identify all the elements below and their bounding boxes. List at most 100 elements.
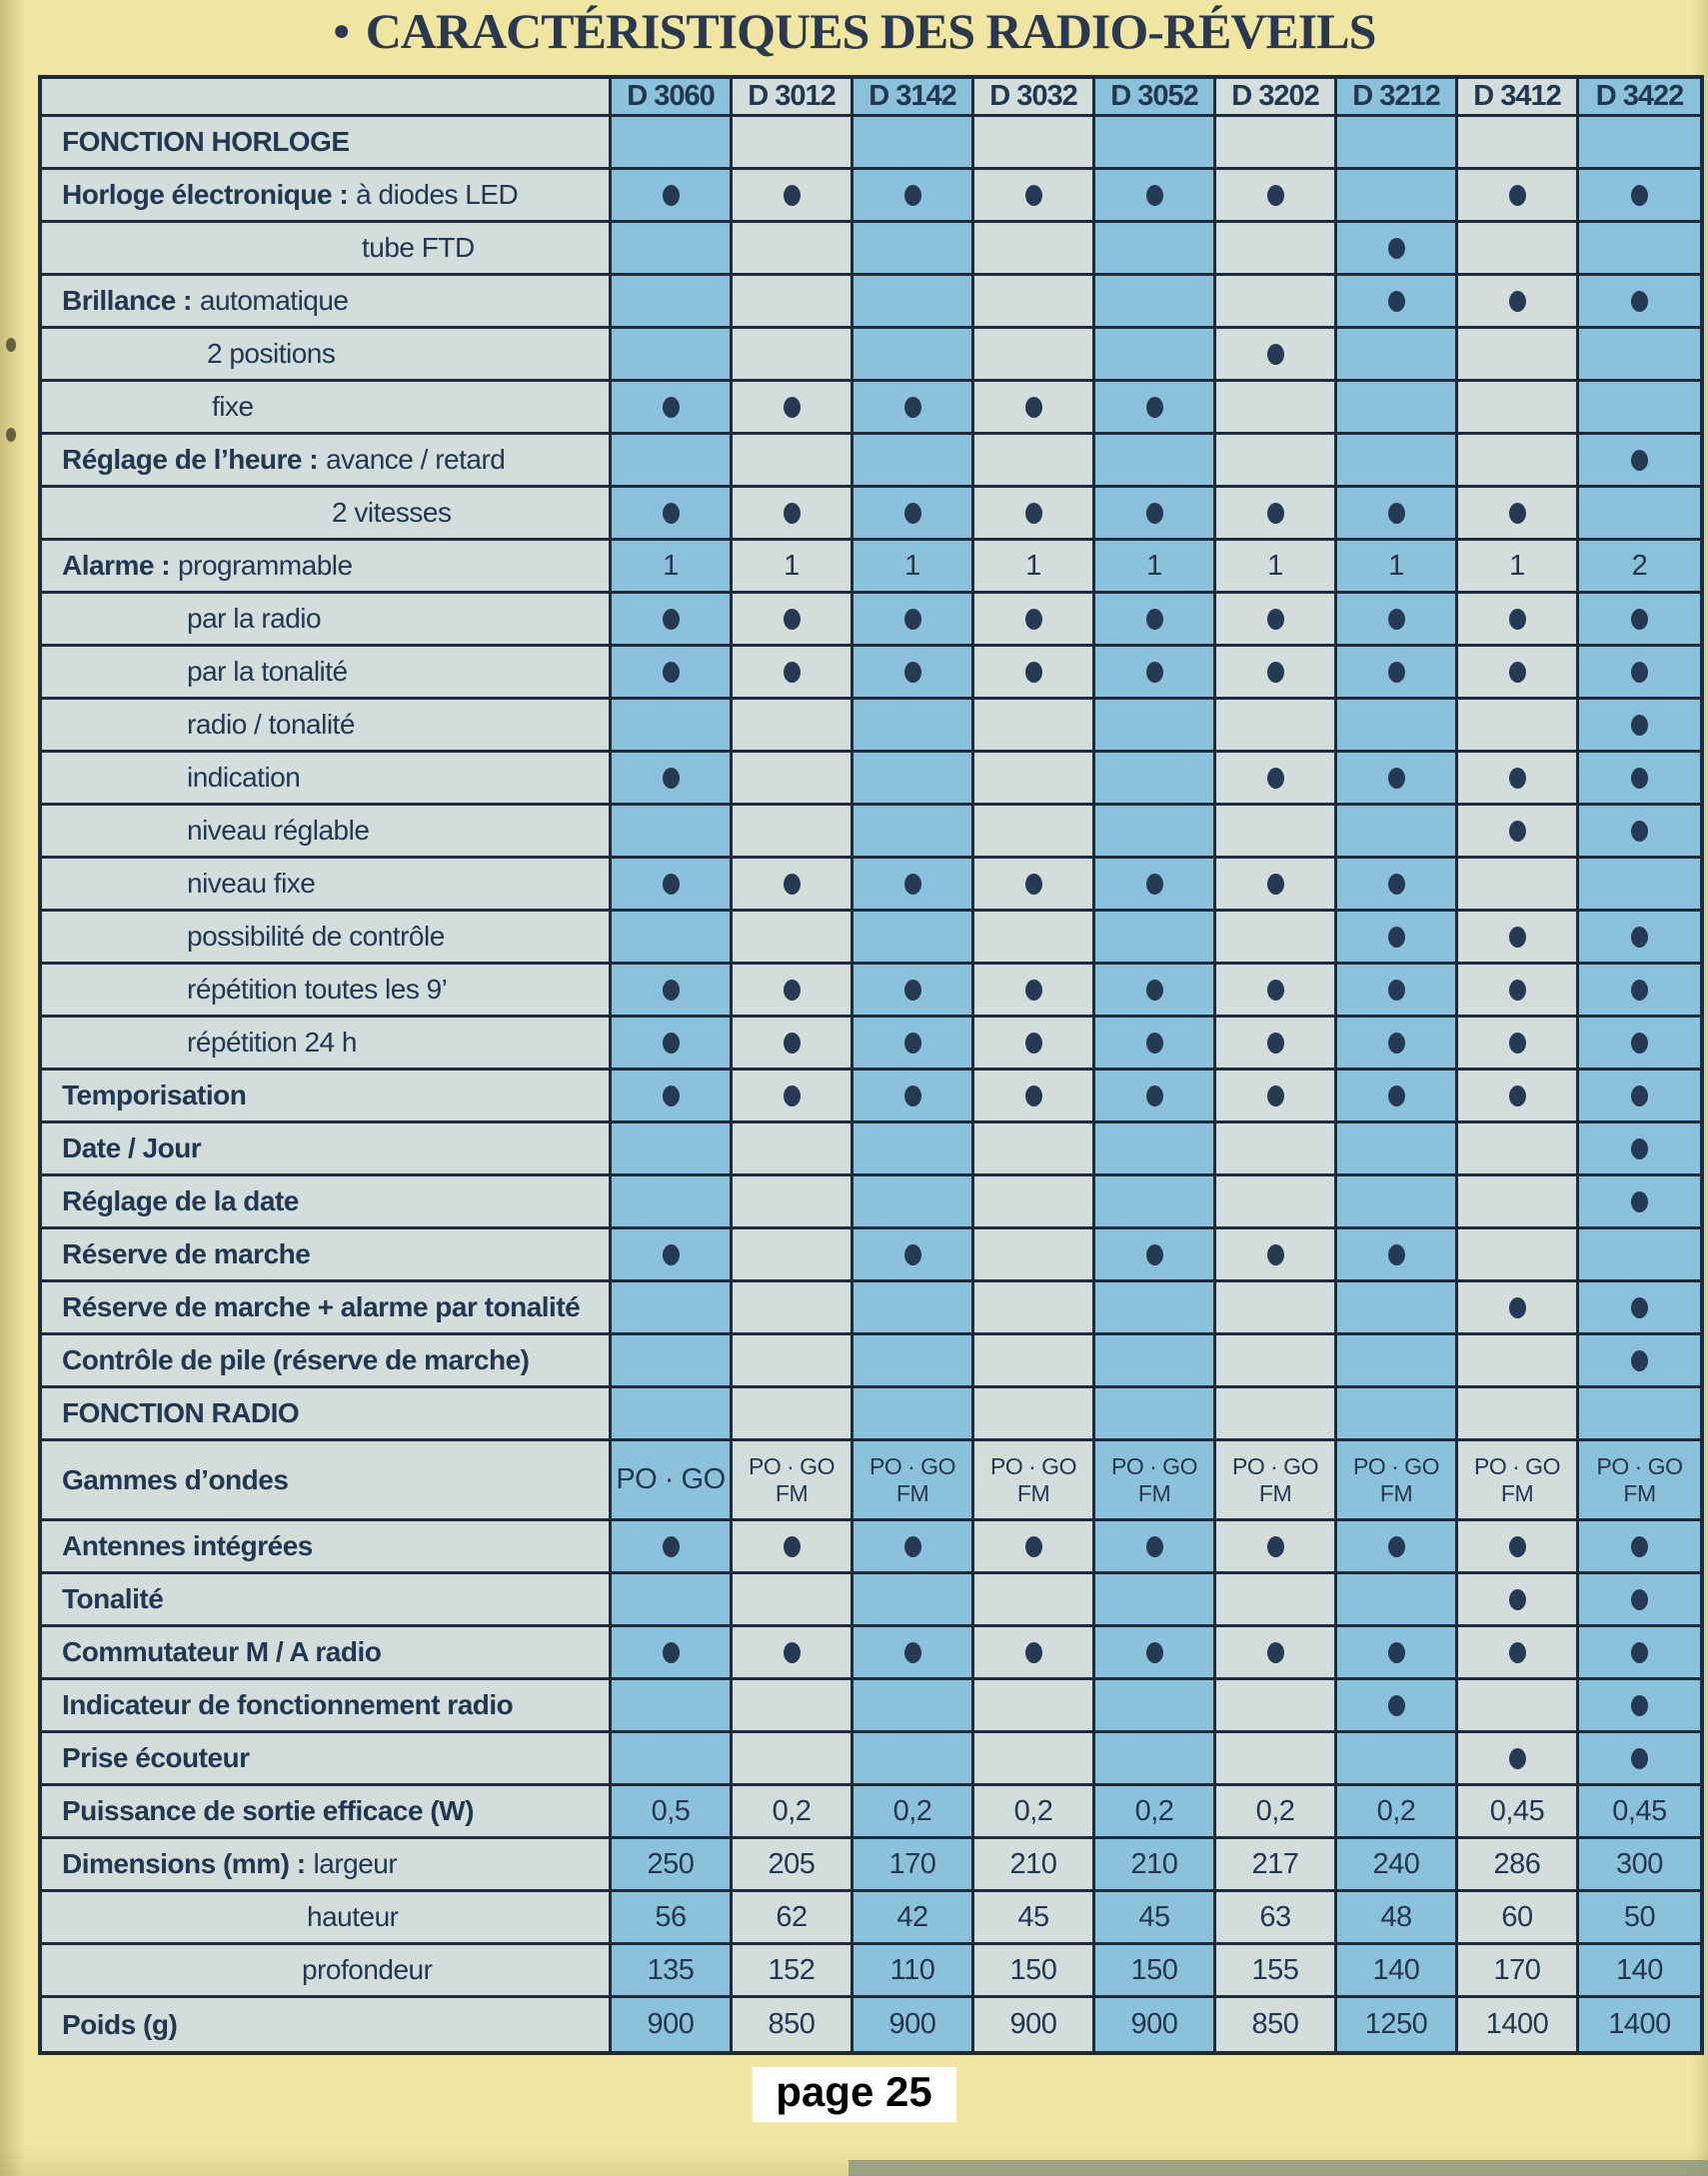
- feature-dot-icon: [1631, 1588, 1648, 1610]
- feature-dot-icon: [783, 1085, 801, 1106]
- spec-cell: [1458, 1521, 1579, 1574]
- spec-cell: [1095, 435, 1216, 488]
- spec-cell: [1095, 1282, 1216, 1335]
- spec-cell: [1579, 488, 1700, 541]
- feature-dot-icon: [1631, 1641, 1648, 1663]
- row-label: Réserve de marche: [42, 1229, 612, 1282]
- feature-dot-icon: [1145, 1032, 1163, 1054]
- feature-dot-icon: [1508, 1032, 1526, 1054]
- spec-cell: PO · GO FM: [854, 1441, 974, 1521]
- spec-cell: [1337, 1521, 1458, 1574]
- spec-cell-text: 0,2: [1255, 1794, 1295, 1827]
- spec-cell: 1400: [1579, 1998, 1700, 2051]
- spec-cell: 1: [733, 541, 854, 594]
- spec-cell-text: 42: [896, 1900, 928, 1933]
- row-label-bold: Temporisation: [62, 1080, 247, 1110]
- spec-cell: [854, 1018, 974, 1071]
- spec-cell: 1: [974, 541, 1095, 594]
- row-label: profondeur: [42, 1945, 612, 1998]
- feature-dot-icon: [1266, 502, 1284, 524]
- spec-cell-text: 850: [768, 2008, 816, 2040]
- spec-cell: [1216, 912, 1337, 965]
- spec-cell: [1337, 1733, 1458, 1786]
- spec-cell-text: 900: [647, 2008, 695, 2040]
- spec-cell: [612, 1733, 733, 1786]
- spec-cell: [733, 1574, 854, 1627]
- row-label-bold: Gammes d’ondes: [62, 1463, 289, 1495]
- spec-cell: [1216, 647, 1337, 700]
- feature-dot-icon: [783, 608, 801, 630]
- spec-cell: [854, 912, 974, 965]
- spec-cell-text: 1: [1388, 549, 1404, 582]
- spec-cell: PO · GO FM: [1579, 1441, 1700, 1521]
- row-label-text: tube FTD: [362, 232, 475, 263]
- row-label: Horloge électronique :à diodes LED: [42, 170, 612, 223]
- spec-cell: [612, 594, 733, 647]
- feature-dot-icon: [1631, 290, 1648, 312]
- spec-cell: [854, 1123, 974, 1176]
- row-label-text: avance / retard: [326, 444, 506, 475]
- spec-cell-text: PO · GO: [869, 1452, 955, 1479]
- feature-dot-icon: [783, 396, 801, 418]
- spec-cell: [1337, 912, 1458, 965]
- spec-cell: [1095, 1018, 1216, 1071]
- spec-cell: [974, 329, 1095, 382]
- feature-dot-icon: [1508, 1641, 1526, 1663]
- row-label-text: automatique: [199, 285, 349, 316]
- spec-cell: PO · GO FM: [1216, 1441, 1337, 1521]
- feature-dot-icon: [903, 502, 921, 524]
- row-label-text: niveau fixe: [187, 868, 316, 899]
- spec-cell: [1458, 1574, 1579, 1627]
- spec-cell-text: 900: [1130, 2008, 1178, 2040]
- spec-cell-text: FM: [1623, 1479, 1656, 1506]
- spec-cell: [1458, 806, 1579, 859]
- spec-cell: [974, 1574, 1095, 1627]
- section-row-label: FONCTION HORLOGE: [42, 117, 612, 170]
- feature-dot-icon: [662, 767, 680, 789]
- feature-dot-icon: [903, 1535, 921, 1557]
- row-label: Réglage de la date: [42, 1176, 612, 1229]
- spec-cell: [1216, 1282, 1337, 1335]
- feature-dot-icon: [1387, 290, 1405, 312]
- row-label: fixe: [42, 382, 612, 435]
- spec-cell-text: 0,45: [1612, 1794, 1667, 1827]
- feature-dot-icon: [1387, 1243, 1405, 1265]
- spec-cell: [612, 382, 733, 435]
- spec-cell: [1458, 1680, 1579, 1733]
- spec-cell: [854, 1521, 974, 1574]
- spec-cell: [733, 912, 854, 965]
- spec-cell: PO · GO FM: [1337, 1441, 1458, 1521]
- spec-cell: 45: [974, 1892, 1095, 1945]
- spec-cell: [1458, 1627, 1579, 1680]
- spec-cell-text: 1: [904, 549, 920, 582]
- row-label-text: possibilité de contrôle: [187, 921, 445, 952]
- spec-cell-text: 170: [1493, 1953, 1541, 1986]
- spec-cell: 900: [974, 1998, 1095, 2051]
- feature-dot-icon: [1266, 1243, 1284, 1265]
- spec-cell: 0,2: [974, 1786, 1095, 1839]
- feature-dot-icon: [1387, 1694, 1405, 1716]
- spec-cell: [1216, 1229, 1337, 1282]
- spec-cell-text: 110: [889, 1953, 935, 1986]
- spec-cell: [1095, 223, 1216, 276]
- spec-cell: [1337, 329, 1458, 382]
- spec-cell: [1458, 647, 1579, 700]
- spec-cell-text: 900: [888, 2008, 936, 2040]
- spec-cell: [1458, 276, 1579, 329]
- spec-cell: [1458, 329, 1579, 382]
- spec-cell: 1: [1095, 541, 1216, 594]
- staple-mark: [6, 428, 16, 442]
- spec-cell: [854, 1176, 974, 1229]
- feature-dot-icon: [1145, 1085, 1163, 1106]
- spec-cell-text: 150: [1009, 1953, 1057, 1986]
- spec-cell: [1095, 382, 1216, 435]
- spec-cell-text: 300: [1616, 1847, 1663, 1880]
- spec-cell: [1579, 1388, 1700, 1441]
- row-label-text: niveau réglable: [187, 815, 370, 846]
- row-label-bold: Tonalité: [62, 1583, 164, 1614]
- spec-cell: [974, 170, 1095, 223]
- section-row-label: FONCTION RADIO: [42, 1388, 612, 1441]
- feature-dot-icon: [1387, 608, 1405, 630]
- spec-cell: [612, 1176, 733, 1229]
- spec-cell-text: PO · GO: [1232, 1452, 1318, 1479]
